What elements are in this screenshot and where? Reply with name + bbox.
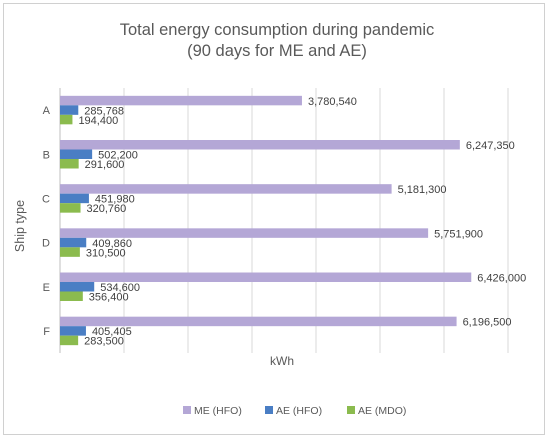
category-label: D (42, 238, 50, 250)
bar-ae-mdo (60, 291, 83, 301)
bar-ae-mdo (60, 335, 79, 346)
data-label: 3,780,540 (308, 96, 357, 108)
category-label: E (43, 282, 50, 294)
data-label: 291,600 (85, 159, 125, 171)
data-label: 5,751,900 (434, 228, 483, 240)
bar-ae-mdo (60, 114, 73, 125)
legend-swatch (183, 406, 191, 414)
bar-ae-hfo (60, 193, 89, 204)
data-label: 5,181,300 (398, 184, 447, 196)
data-label: 6,247,350 (466, 140, 515, 152)
bar-me-hfo (60, 272, 472, 282)
category-label: B (43, 149, 50, 161)
category-label: F (43, 326, 50, 338)
bar-me-hfo (60, 140, 460, 150)
legend-label: AE (HFO) (276, 405, 322, 417)
chart-title-line-2: (90 days for ME and AE) (187, 42, 367, 60)
data-label: 285,768 (84, 105, 124, 117)
bar-me-hfo (60, 316, 457, 327)
data-label: 6,426,000 (477, 273, 526, 285)
y-axis-title: Ship type (13, 200, 27, 252)
bar-ae-hfo (60, 282, 95, 292)
category-label: A (43, 105, 51, 117)
legend-swatch (265, 406, 273, 414)
bar-me-hfo (60, 95, 302, 106)
bar-ae-mdo (60, 159, 79, 169)
legend-label: AE (MDO) (358, 405, 406, 417)
bar-ae-mdo (60, 203, 81, 213)
bar-ae-hfo (60, 326, 86, 336)
category-labels: A B C D E F (42, 105, 51, 338)
data-label: 356,400 (89, 292, 129, 304)
data-label: 405,405 (92, 326, 132, 338)
legend: ME (HFO) AE (HFO) AE (MDO) (183, 405, 406, 417)
data-label: 320,760 (87, 203, 127, 215)
chart-frame (3, 3, 545, 435)
bar-ae-hfo (60, 105, 79, 115)
bar-ae-hfo (60, 237, 87, 248)
data-label: 451,980 (95, 194, 135, 206)
data-label: 283,500 (84, 336, 124, 348)
chart-title-line-1: Total energy consumption during pandemic (120, 21, 435, 39)
bar-ae-mdo (60, 247, 80, 257)
data-label: 534,600 (100, 282, 140, 294)
legend-swatch (347, 406, 355, 414)
bar-me-hfo (60, 184, 392, 194)
category-label: C (42, 193, 50, 205)
value-labels: 3,780,540285,768194,4006,247,350502,2002… (78, 96, 526, 348)
bar-ae-hfo (60, 149, 93, 159)
data-label: 310,500 (86, 247, 126, 259)
bar-me-hfo (60, 228, 429, 238)
legend-label: ME (HFO) (194, 405, 242, 417)
grid-lines (59, 88, 509, 353)
x-axis-title: kWh (270, 354, 294, 368)
data-label: 409,860 (92, 238, 132, 250)
bars (60, 95, 472, 346)
data-label: 6,196,500 (463, 317, 512, 329)
data-label: 502,200 (98, 150, 138, 162)
data-label: 194,400 (78, 115, 118, 127)
